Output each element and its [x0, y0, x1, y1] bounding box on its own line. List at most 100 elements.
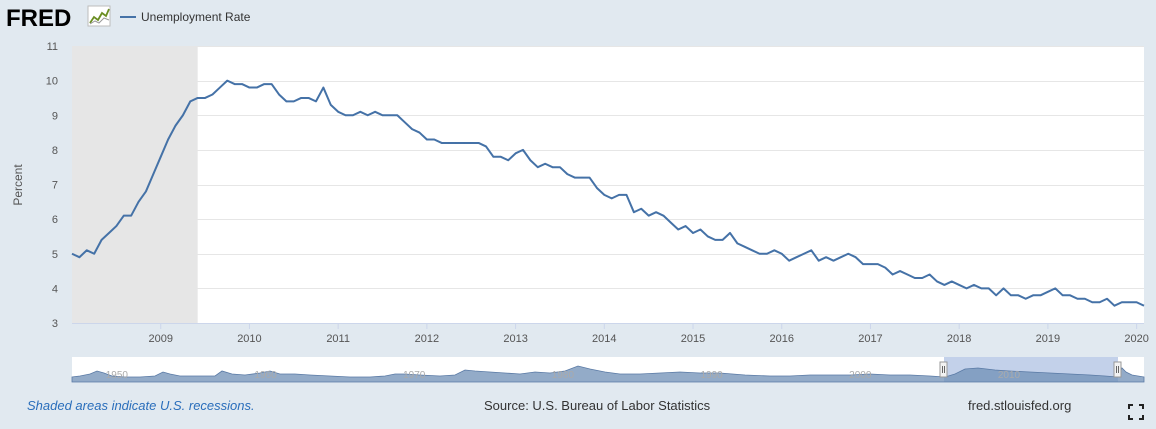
- plot-background: [72, 46, 1144, 323]
- navigator-label: 1990: [700, 370, 723, 381]
- y-tick-label: 11: [47, 41, 58, 53]
- data-point: [1047, 291, 1049, 293]
- data-point: [714, 239, 716, 241]
- data-point: [1010, 294, 1012, 296]
- site-link[interactable]: fred.stlouisfed.org: [968, 398, 1072, 413]
- data-point: [477, 142, 479, 144]
- data-point: [744, 246, 746, 248]
- data-point: [655, 211, 657, 213]
- data-point: [426, 138, 428, 140]
- data-point: [485, 145, 487, 147]
- recession-note[interactable]: Shaded areas indicate U.S. recessions.: [27, 398, 255, 413]
- data-point: [847, 253, 849, 255]
- data-point: [204, 97, 206, 99]
- data-point: [618, 194, 620, 196]
- data-point: [914, 277, 916, 279]
- data-point: [241, 83, 243, 85]
- data-point: [995, 294, 997, 296]
- data-point: [315, 100, 317, 102]
- data-point: [330, 104, 332, 106]
- data-point: [877, 263, 879, 265]
- data-point: [766, 253, 768, 255]
- data-point: [832, 259, 834, 261]
- data-point: [1143, 304, 1145, 306]
- y-tick-label: 7: [52, 180, 58, 192]
- x-tick-label: 2010: [237, 333, 261, 345]
- data-point: [514, 152, 516, 154]
- data-point: [322, 86, 324, 88]
- data-point: [93, 253, 95, 255]
- data-point: [300, 97, 302, 99]
- data-point: [825, 256, 827, 258]
- data-point: [174, 124, 176, 126]
- x-tick-label: 2019: [1036, 333, 1060, 345]
- data-point: [130, 214, 132, 216]
- data-point: [884, 266, 886, 268]
- data-point: [574, 176, 576, 178]
- data-point: [367, 114, 369, 116]
- y-tick-label: 8: [52, 145, 58, 157]
- data-point: [662, 214, 664, 216]
- data-point: [965, 287, 967, 289]
- data-point: [1091, 301, 1093, 303]
- series-line-unemployment-rate[interactable]: [71, 79, 1145, 307]
- data-point: [980, 287, 982, 289]
- navigator[interactable]: 1950 1960 1970 1980 1990 2000 2010: [71, 357, 1145, 383]
- data-point: [677, 228, 679, 230]
- data-point: [196, 97, 198, 99]
- data-point: [596, 187, 598, 189]
- data-point: [374, 111, 376, 113]
- x-axis-ticks: 2009 2010 2011 2012 2013 2014 2015 2016 2017 2018…: [148, 323, 1149, 345]
- y-tick-label: 4: [52, 283, 58, 295]
- data-point: [611, 197, 613, 199]
- data-point: [1135, 301, 1137, 303]
- navigator-label: 1960: [254, 370, 277, 381]
- data-point: [108, 232, 110, 234]
- data-point: [78, 256, 80, 258]
- data-point: [862, 263, 864, 265]
- data-point: [440, 142, 442, 144]
- data-point: [1106, 298, 1108, 300]
- chart-line-icon: [87, 5, 111, 27]
- data-point: [256, 86, 258, 88]
- data-point: [625, 194, 627, 196]
- data-point: [189, 100, 191, 102]
- data-point: [1084, 298, 1086, 300]
- y-axis-ticks: 3 4 5 6 7 8 9 10 11: [46, 41, 58, 330]
- data-point: [781, 253, 783, 255]
- data-point: [411, 128, 413, 130]
- data-point: [463, 142, 465, 144]
- x-tick-label: 2011: [326, 333, 350, 345]
- data-point: [248, 86, 250, 88]
- recession-band: [72, 46, 198, 323]
- x-tick-label: 2020: [1124, 333, 1148, 345]
- data-point: [1128, 301, 1130, 303]
- data-point: [1002, 287, 1004, 289]
- data-point: [588, 176, 590, 178]
- x-tick-label: 2014: [592, 333, 616, 345]
- data-point: [788, 259, 790, 261]
- data-point: [869, 263, 871, 265]
- data-point: [145, 190, 147, 192]
- fred-logo[interactable]: FRED: [6, 5, 111, 32]
- data-point: [670, 221, 672, 223]
- data-point: [470, 142, 472, 144]
- data-point: [692, 232, 694, 234]
- navigator-handle-left[interactable]: [939, 361, 948, 378]
- x-tick-label: 2016: [769, 333, 793, 345]
- data-point: [795, 256, 797, 258]
- data-point: [389, 114, 391, 116]
- data-point: [359, 111, 361, 113]
- data-point: [810, 249, 812, 251]
- data-point: [226, 79, 228, 81]
- data-point: [803, 253, 805, 255]
- data-point: [115, 225, 117, 227]
- data-point: [123, 214, 125, 216]
- navigator-handle-right[interactable]: [1113, 361, 1122, 378]
- legend[interactable]: Unemployment Rate: [120, 10, 251, 24]
- expand-icon[interactable]: [1128, 404, 1144, 420]
- data-point: [293, 100, 295, 102]
- data-point: [1076, 298, 1078, 300]
- fred-logo-text: FRED: [6, 5, 71, 32]
- data-point: [943, 284, 945, 286]
